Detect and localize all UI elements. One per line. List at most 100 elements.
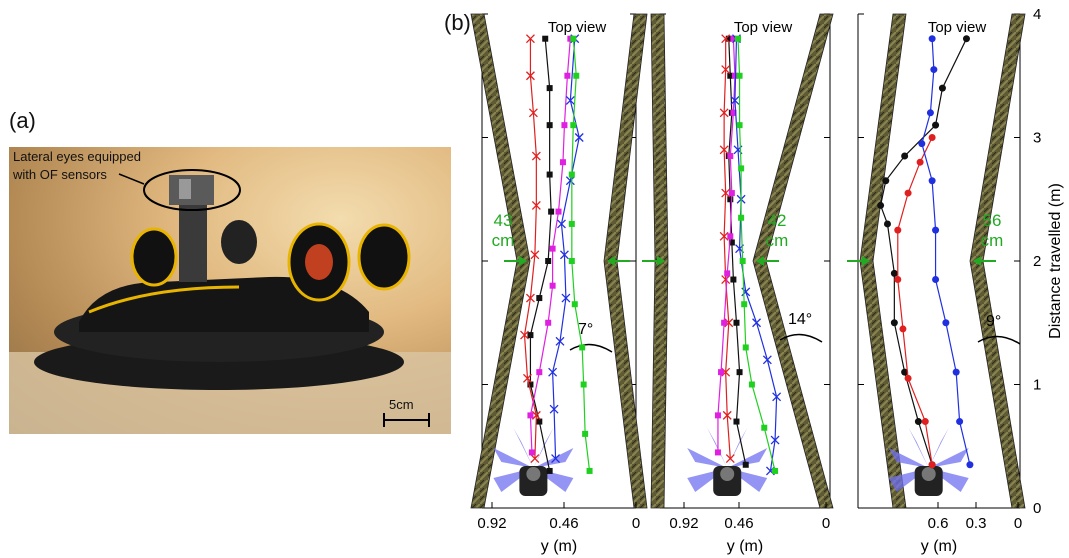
marker-magenta [561, 122, 568, 129]
panel-a-label: (a) [9, 108, 36, 133]
sensor-cone [533, 448, 574, 468]
robot-icon [493, 428, 574, 496]
robot-icon [888, 428, 969, 496]
marker-black [536, 418, 543, 425]
marker-black [932, 121, 940, 129]
marker-black [890, 319, 898, 327]
sensor-cone [908, 428, 929, 468]
marker-green [742, 344, 749, 351]
marker-black [882, 177, 890, 185]
angle-label: 14° [788, 311, 812, 328]
marker-black [725, 35, 732, 42]
marker-green [570, 122, 577, 129]
gap-unit-label: cm [492, 231, 515, 250]
marker-black [727, 196, 734, 203]
gap-unit-label: cm [981, 231, 1004, 250]
marker-blue [548, 367, 558, 377]
gap-arrowhead-right [607, 256, 615, 266]
marker-green [573, 72, 580, 79]
y-tick-label: 2 [1033, 253, 1041, 270]
marker-blue [752, 318, 762, 328]
marker-green [568, 258, 575, 264]
angle-arc [779, 333, 823, 343]
trajectory-magenta [529, 38, 571, 453]
sensor-cone [513, 428, 534, 468]
marker-red [916, 158, 924, 166]
marker-magenta [718, 369, 725, 376]
marker-blue [930, 66, 938, 74]
marker-magenta [549, 282, 556, 289]
marker-green [738, 165, 745, 172]
marker-red [525, 293, 535, 303]
gap-arrowhead-left [862, 256, 870, 266]
marker-magenta [730, 35, 737, 42]
hovercraft-illustration [9, 169, 451, 434]
marker-black [546, 122, 553, 129]
marker-blue [942, 319, 950, 327]
marker-magenta [728, 190, 735, 197]
marker-green [568, 220, 575, 227]
marker-red [530, 250, 540, 260]
marker-magenta [527, 412, 534, 419]
marker-red [894, 226, 902, 234]
marker-magenta [727, 233, 734, 240]
sensor-cone [928, 428, 949, 468]
marker-blue [730, 95, 740, 105]
marker-red [721, 65, 731, 75]
top-view-label: Top view [548, 19, 607, 36]
marker-red [721, 275, 731, 284]
marker-red [928, 461, 936, 469]
marker-blue [561, 293, 571, 303]
marker-magenta [545, 319, 552, 326]
marker-black [536, 295, 543, 302]
marker-green [741, 301, 748, 308]
marker-red [921, 418, 929, 426]
marker-blue [565, 176, 575, 186]
marker-blue [551, 454, 561, 464]
marker-red [899, 325, 907, 333]
sensor-cone [687, 448, 728, 468]
x-axis-label: y (m) [727, 538, 763, 555]
panel-b-label: (b) [444, 10, 471, 35]
marker-magenta [714, 449, 721, 456]
marker-red [520, 330, 529, 340]
y-axis-label: Distance travelled (m) [1047, 183, 1064, 339]
marker-magenta [721, 319, 728, 326]
marker-blue [770, 435, 780, 445]
marker-blue [932, 226, 940, 234]
angle-arc [977, 335, 1021, 345]
robot-eye [720, 467, 735, 481]
x-tick-label: 0.92 [477, 515, 506, 532]
marker-green [761, 424, 768, 431]
x-tick-label: 0.46 [724, 515, 753, 532]
marker-green [736, 122, 743, 129]
trajectory-red [897, 137, 933, 465]
angle-label: 9° [986, 313, 1001, 330]
marker-red [721, 188, 731, 198]
marker-black [546, 85, 553, 92]
marker-black [546, 171, 553, 178]
x-tick-label: 0.6 [928, 515, 949, 532]
robot-icon [687, 428, 768, 496]
marker-magenta [714, 412, 721, 419]
marker-blue [932, 276, 940, 284]
marker-blue [918, 140, 926, 148]
marker-red [928, 134, 936, 141]
marker-magenta [555, 208, 562, 215]
scale-bar-label: 5cm [389, 397, 414, 412]
marker-magenta [528, 449, 535, 456]
marker-black [727, 72, 734, 79]
hovercraft-photo: Lateral eyes equipped with OF sensors 5c… [9, 147, 451, 434]
callout-line-2: with OF sensors [13, 167, 107, 182]
sensor-cone [888, 448, 929, 468]
marker-black [742, 461, 749, 468]
y-tick-label: 0 [1033, 500, 1041, 517]
marker-red [904, 189, 912, 197]
marker-blue [928, 177, 936, 185]
sensor-cone [928, 448, 969, 468]
marker-green [582, 430, 589, 437]
